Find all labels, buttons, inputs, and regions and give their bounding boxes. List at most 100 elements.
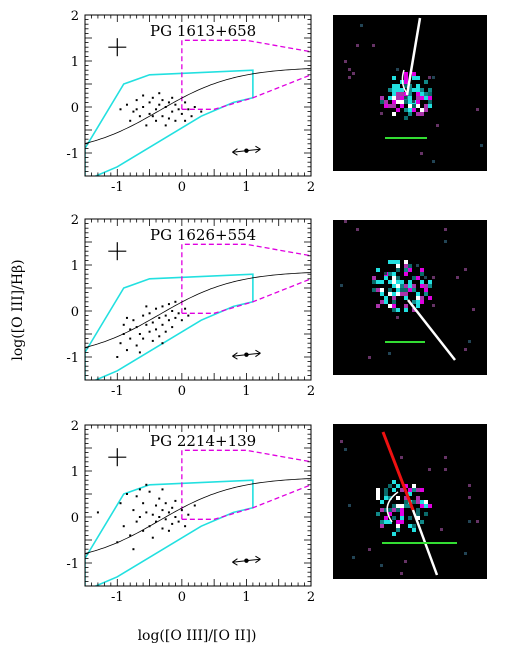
data-point bbox=[174, 300, 177, 303]
image-pixel bbox=[420, 500, 424, 504]
axis-line-red bbox=[381, 431, 415, 511]
image-pixel bbox=[384, 276, 388, 280]
image-pixel bbox=[392, 292, 396, 296]
data-point bbox=[116, 356, 119, 358]
image-pixel bbox=[400, 96, 404, 100]
arrow-head-left bbox=[232, 148, 238, 156]
y-tick-label: 0 bbox=[71, 511, 79, 526]
image-pixel bbox=[420, 280, 424, 284]
image-pixel bbox=[400, 520, 404, 524]
image-pixel bbox=[396, 496, 400, 500]
data-point bbox=[142, 106, 145, 108]
noise-pixel bbox=[464, 348, 467, 351]
image-background bbox=[333, 220, 487, 375]
noise-pixel bbox=[368, 356, 371, 359]
data-point bbox=[129, 534, 132, 537]
noise-pixel bbox=[400, 572, 403, 575]
image-pixel bbox=[400, 288, 404, 292]
image-pixel bbox=[392, 276, 396, 280]
data-point bbox=[174, 516, 177, 518]
image-pixel bbox=[424, 292, 428, 296]
image-pixel bbox=[404, 116, 408, 120]
data-point bbox=[125, 349, 128, 352]
data-point bbox=[158, 103, 161, 106]
data-point bbox=[148, 490, 151, 493]
image-pixel bbox=[392, 76, 396, 80]
image-pixel bbox=[396, 260, 400, 264]
image-pixel bbox=[404, 260, 408, 264]
noise-pixel bbox=[420, 152, 423, 155]
image-pixel bbox=[408, 280, 412, 284]
image-pixel bbox=[396, 264, 400, 268]
data-point bbox=[180, 319, 183, 322]
x-tick-label: 2 bbox=[307, 180, 315, 195]
image-pixel bbox=[412, 308, 416, 312]
image-pixel bbox=[404, 268, 408, 272]
data-point bbox=[148, 112, 151, 115]
x-tick-label: 1 bbox=[242, 384, 250, 399]
data-point bbox=[161, 488, 164, 491]
image-pixel bbox=[408, 492, 412, 496]
noise-pixel bbox=[424, 276, 427, 279]
axis-line-white bbox=[405, 17, 422, 96]
noise-pixel bbox=[444, 228, 447, 231]
data-point bbox=[148, 312, 151, 315]
image-pixel bbox=[396, 284, 400, 288]
image-pixel bbox=[416, 296, 420, 300]
image-pixel bbox=[420, 108, 424, 112]
image-pixel bbox=[408, 104, 412, 108]
image-pixel bbox=[416, 276, 420, 280]
data-point bbox=[119, 108, 122, 111]
image-pixel bbox=[404, 76, 408, 80]
image-pixel bbox=[424, 284, 428, 288]
image-pixel bbox=[404, 84, 408, 88]
data-point bbox=[171, 326, 174, 329]
data-point bbox=[151, 339, 154, 342]
y-tick-label: -1 bbox=[66, 147, 79, 162]
image-pixel bbox=[404, 296, 408, 300]
model-region-cyan bbox=[85, 273, 254, 380]
image-pixel bbox=[424, 504, 428, 508]
arc-mark bbox=[386, 491, 399, 523]
image-pixel bbox=[384, 488, 388, 492]
data-point bbox=[145, 124, 148, 127]
plot-frame bbox=[84, 424, 312, 587]
noise-pixel bbox=[428, 468, 431, 471]
image-pixel bbox=[412, 88, 416, 92]
data-point bbox=[184, 307, 187, 310]
model-curve bbox=[85, 68, 311, 144]
data-point bbox=[187, 513, 190, 516]
image-pixel bbox=[384, 300, 388, 304]
image-pixel bbox=[408, 108, 412, 112]
image-pixel bbox=[396, 92, 400, 96]
image-pixel bbox=[412, 276, 416, 280]
data-point bbox=[145, 483, 148, 486]
noise-pixel bbox=[352, 556, 355, 559]
image-pixel bbox=[408, 524, 412, 528]
data-point bbox=[174, 316, 177, 319]
image-pixel bbox=[392, 260, 396, 264]
data-point bbox=[116, 541, 119, 544]
image-pixel bbox=[396, 280, 400, 284]
image-pixel bbox=[384, 100, 388, 104]
data-point bbox=[161, 509, 164, 512]
noise-pixel bbox=[428, 76, 431, 79]
arrow-dot bbox=[244, 558, 249, 563]
model-boundary-magenta-lower bbox=[181, 278, 311, 314]
image-pixel bbox=[412, 76, 416, 80]
image-pixel bbox=[396, 508, 400, 512]
chart-panel-2: -1 0 1 2 -1 0 1 2 PG 1626+554 bbox=[66, 213, 315, 399]
data-point bbox=[180, 509, 183, 512]
noise-pixel bbox=[372, 44, 375, 47]
data-point bbox=[155, 328, 158, 331]
data-point bbox=[184, 101, 187, 104]
image-pixel bbox=[408, 84, 412, 88]
image-pixels bbox=[344, 24, 483, 163]
image-pixel bbox=[404, 496, 408, 500]
data-point bbox=[129, 328, 132, 331]
image-pixel bbox=[392, 480, 396, 484]
model-boundary-magenta-lower bbox=[181, 484, 311, 520]
image-pixel bbox=[412, 528, 416, 532]
image-pixel bbox=[428, 280, 432, 284]
image-pixel bbox=[392, 532, 396, 536]
